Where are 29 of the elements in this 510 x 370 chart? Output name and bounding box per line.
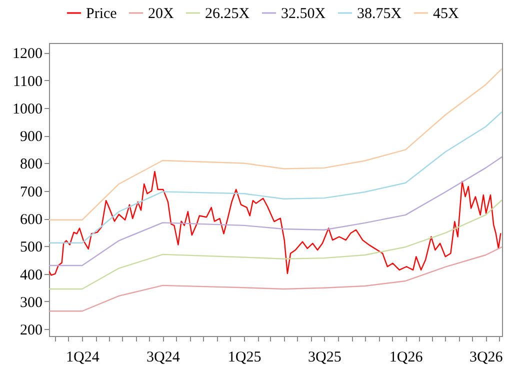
line-series [49, 170, 502, 276]
x-tick-label: 3Q24 [146, 350, 180, 366]
legend-label: 32.50X [281, 6, 326, 22]
legend-label: 20X [148, 6, 174, 22]
y-tick-label: 900 [20, 129, 42, 146]
line-series [49, 156, 502, 266]
legend-label: 26.25X [205, 6, 250, 22]
y-tick-label: 500 [20, 240, 42, 256]
y-tick-label: 600 [20, 212, 42, 228]
y-tick-label: 1000 [12, 101, 42, 118]
y-tick-label: 400 [20, 267, 42, 284]
y-tick-label: 200 [20, 322, 42, 339]
y-tick-label: 300 [20, 294, 42, 311]
legend-label: Price [86, 6, 118, 22]
legend-label: 45X [433, 6, 459, 22]
line-series [49, 246, 502, 312]
x-tick-label: 3Q25 [308, 350, 342, 366]
line-series [49, 68, 502, 221]
line-series [49, 111, 502, 244]
x-tick-label: 1Q24 [66, 350, 100, 366]
x-tick-label: 3Q26 [469, 350, 504, 366]
y-tick-label: 1200 [12, 46, 42, 62]
x-tick-label: 1Q25 [228, 350, 262, 366]
y-tick-label: 1100 [13, 74, 42, 90]
legend-label: 38.75X [357, 6, 402, 22]
x-tick-label: 1Q26 [389, 350, 424, 366]
y-tick-label: 800 [20, 156, 42, 173]
y-tick-label: 700 [20, 184, 42, 200]
line-series [49, 199, 502, 290]
